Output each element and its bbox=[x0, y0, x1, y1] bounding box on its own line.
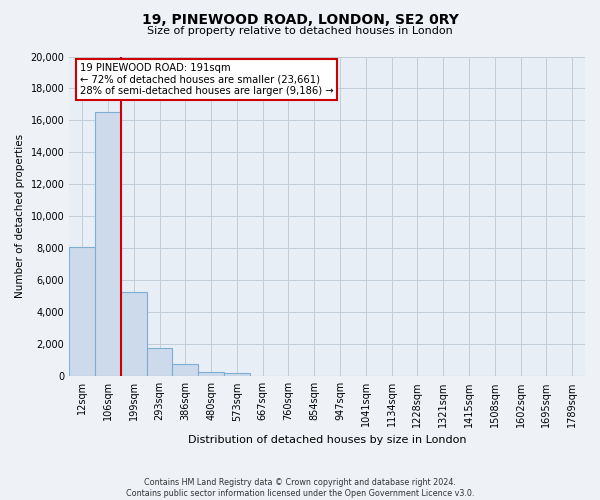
Text: 19, PINEWOOD ROAD, LONDON, SE2 0RY: 19, PINEWOOD ROAD, LONDON, SE2 0RY bbox=[142, 12, 458, 26]
Bar bbox=[69, 247, 95, 376]
Text: 19 PINEWOOD ROAD: 191sqm
← 72% of detached houses are smaller (23,661)
28% of se: 19 PINEWOOD ROAD: 191sqm ← 72% of detach… bbox=[80, 63, 333, 96]
Text: Size of property relative to detached houses in London: Size of property relative to detached ho… bbox=[147, 26, 453, 36]
Bar bbox=[198, 372, 224, 376]
Bar bbox=[121, 292, 146, 376]
X-axis label: Distribution of detached houses by size in London: Distribution of detached houses by size … bbox=[188, 435, 466, 445]
Y-axis label: Number of detached properties: Number of detached properties bbox=[15, 134, 25, 298]
Bar bbox=[172, 364, 198, 376]
Bar bbox=[146, 348, 172, 376]
Text: Contains HM Land Registry data © Crown copyright and database right 2024.
Contai: Contains HM Land Registry data © Crown c… bbox=[126, 478, 474, 498]
Bar bbox=[95, 112, 121, 376]
Bar bbox=[224, 373, 250, 376]
